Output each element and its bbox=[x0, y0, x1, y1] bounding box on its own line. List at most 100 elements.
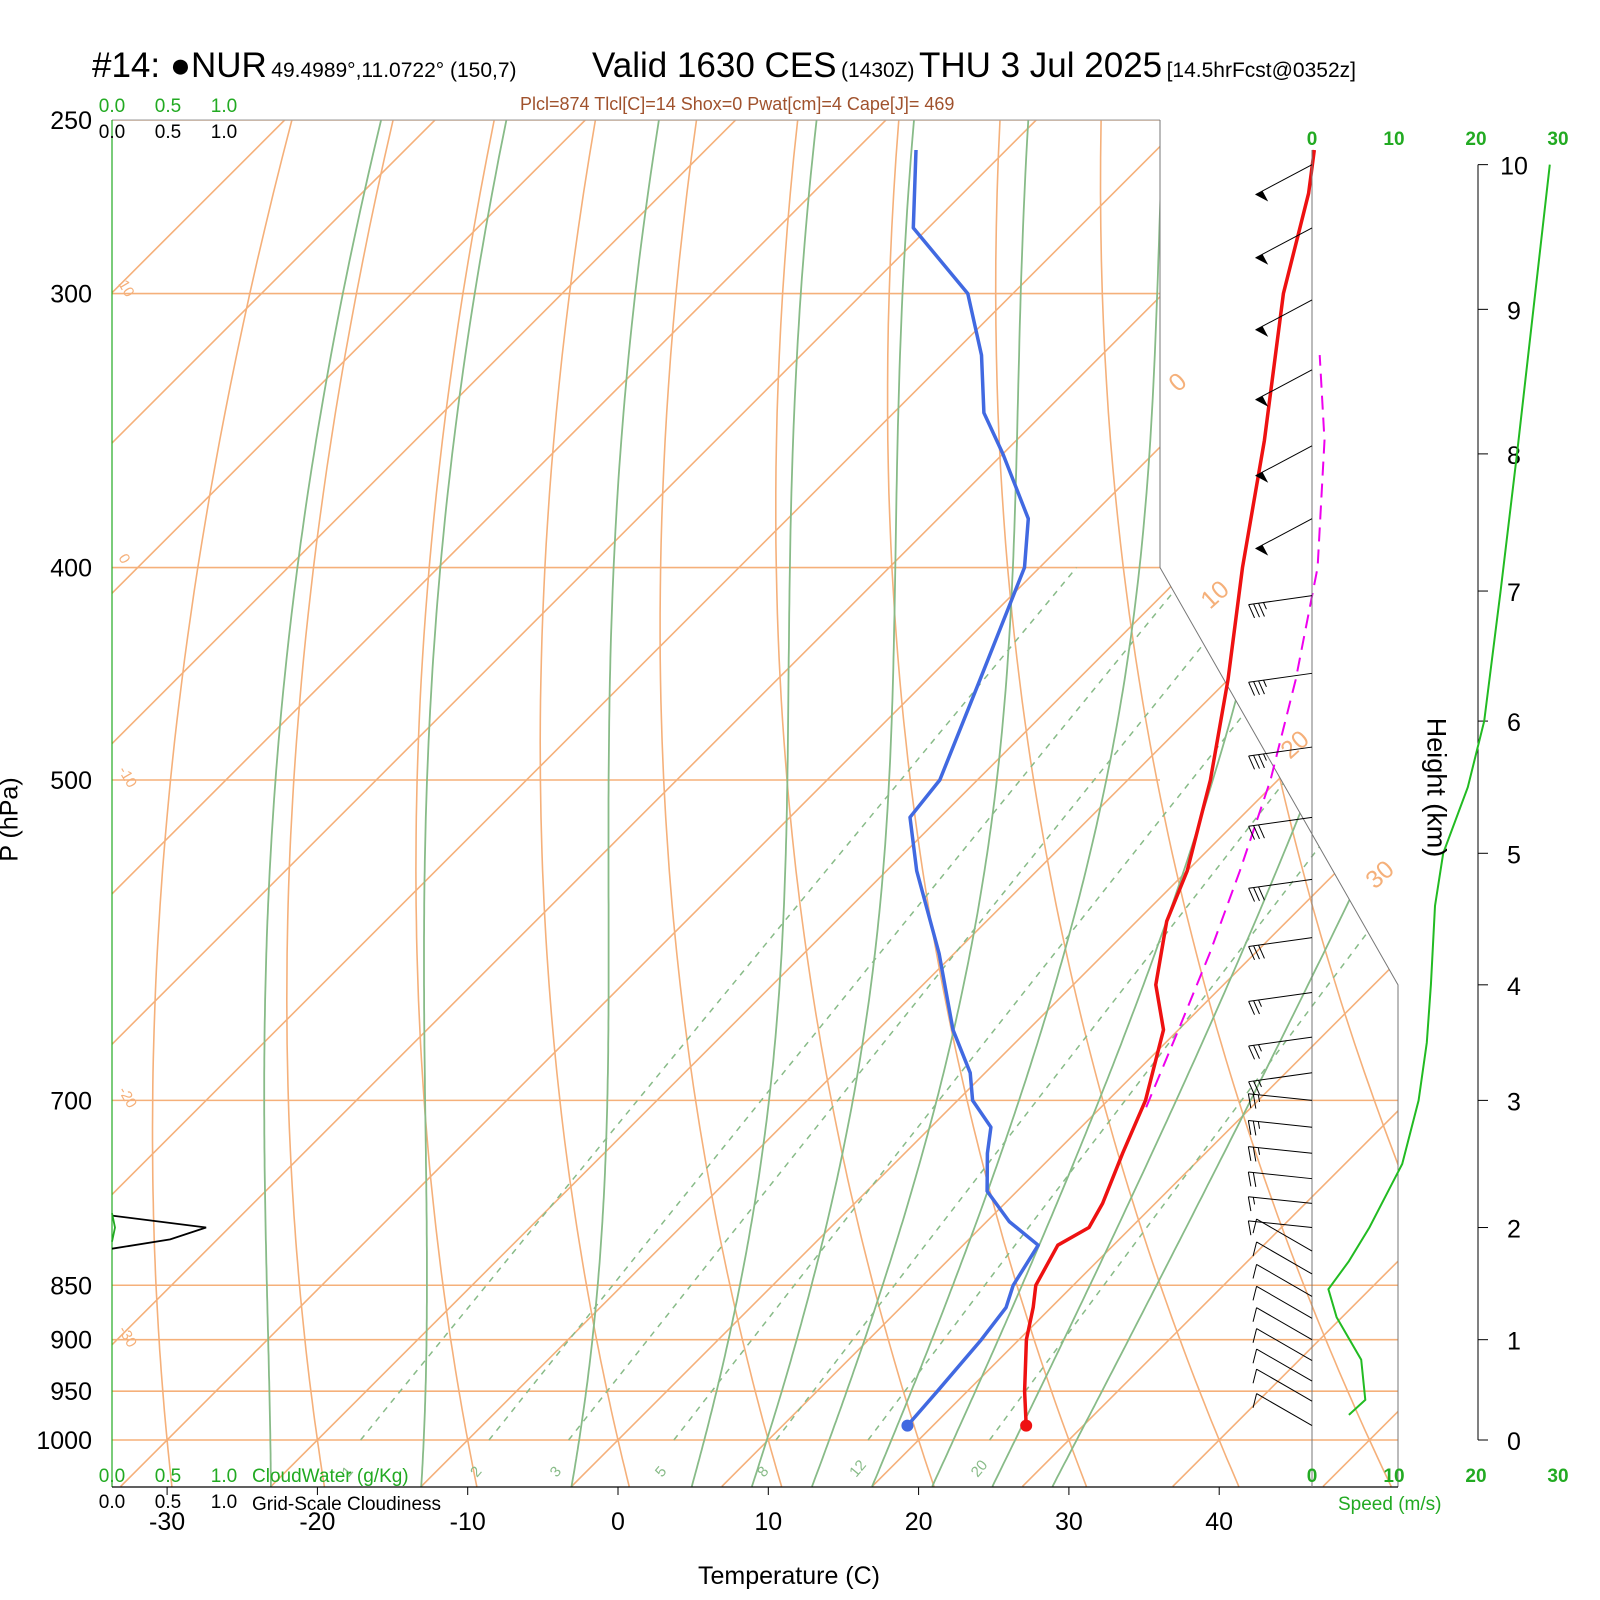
wind-barb-flag bbox=[1247, 1196, 1252, 1212]
station-label: #14: ●NUR bbox=[92, 46, 267, 85]
wind-barb-staff bbox=[1256, 1368, 1313, 1402]
cloudwater-bottom-tick: 0.5 bbox=[155, 1466, 181, 1487]
pressure-label: 700 bbox=[50, 1087, 92, 1115]
moist-adiabat-line bbox=[991, 120, 1398, 1487]
wind-barb-staff bbox=[1248, 1171, 1313, 1180]
isotherm-line bbox=[112, 120, 737, 1487]
moist-adiabat-line bbox=[263, 120, 382, 1487]
wind-barb-flag bbox=[1252, 1328, 1258, 1343]
mixing-ratio-line bbox=[360, 567, 1078, 1441]
zulu-label: (1430Z) bbox=[840, 59, 915, 82]
wind-barb bbox=[1248, 1036, 1313, 1060]
valid-line: Valid 1630 CES (1430Z) THU 3 Jul 2025 [1… bbox=[592, 46, 1356, 86]
wind-barb-flag bbox=[1252, 1120, 1257, 1136]
wind-barb bbox=[1255, 299, 1313, 337]
mixing-ratio-label: 5 bbox=[652, 1463, 670, 1480]
pressure-label: 850 bbox=[50, 1272, 92, 1300]
wind-barb-flag bbox=[1247, 1146, 1252, 1162]
isotherm-line bbox=[112, 120, 1338, 1487]
dry-adiabat-line bbox=[1201, 120, 1398, 1487]
x-axis-label: Temperature (C) bbox=[698, 1562, 880, 1590]
wind-barb-flag bbox=[1253, 755, 1260, 769]
isotherm-diag-label: 20 bbox=[1275, 725, 1314, 764]
wind-barb-flag bbox=[1258, 680, 1265, 695]
wind-barb-staff bbox=[1256, 1348, 1313, 1382]
wind-barb-flag bbox=[1247, 1171, 1252, 1187]
height-tick-label: 1 bbox=[1507, 1328, 1521, 1356]
cloudwater-top-tick: 0.5 bbox=[155, 96, 181, 117]
mixing-ratio-label: 20 bbox=[968, 1457, 992, 1481]
isotherm-diag-label: 30 bbox=[1360, 855, 1399, 894]
cloudwater-top-tick: 0.0 bbox=[99, 96, 125, 117]
wind-barb-staff bbox=[1248, 991, 1313, 1002]
wind-barb-staff bbox=[1256, 1263, 1313, 1297]
dry-adiabat-line bbox=[285, 120, 394, 1487]
wind-barb-pennant bbox=[1255, 544, 1269, 556]
speed-bottom-tick: 30 bbox=[1547, 1466, 1568, 1487]
date-label: THU 3 Jul 2025 bbox=[918, 46, 1163, 85]
cloudiness-bottom-tick: 0.0 bbox=[99, 1492, 125, 1513]
cloudiness-bottom-tick: 0.5 bbox=[155, 1492, 181, 1513]
wind-barb-flag bbox=[1248, 946, 1255, 961]
wind-barb-half bbox=[1258, 1044, 1262, 1052]
wind-barb bbox=[1252, 1348, 1313, 1382]
dry-adiabat-line bbox=[994, 120, 1240, 1487]
wind-barb-flag bbox=[1252, 1369, 1258, 1384]
wind-barb-staff bbox=[1255, 518, 1313, 550]
wind-barb-flag bbox=[1248, 1001, 1255, 1015]
height-tick-label: 3 bbox=[1507, 1088, 1521, 1116]
height-tick-label: 9 bbox=[1507, 297, 1521, 325]
wind-barb-flag bbox=[1248, 604, 1255, 619]
wind-barb-flag bbox=[1253, 1080, 1260, 1095]
height-tick-label: 7 bbox=[1507, 579, 1521, 607]
wind-barb-staff bbox=[1255, 227, 1313, 259]
isotherm-line bbox=[570, 120, 1398, 1487]
cloudiness-top-tick: 1.0 bbox=[211, 122, 237, 143]
height-tick-label: 6 bbox=[1507, 709, 1521, 737]
wind-barb-flag bbox=[1252, 1393, 1258, 1408]
wind-barb-staff bbox=[1248, 672, 1313, 683]
mixing-ratio-label: 3 bbox=[547, 1463, 565, 1480]
wind-barb-staff bbox=[1248, 816, 1313, 827]
y-axis-label: P (hPa) bbox=[0, 777, 24, 861]
wind-barb bbox=[1252, 1328, 1313, 1362]
mixing-ratio-line bbox=[867, 567, 1398, 1441]
wind-barb bbox=[1255, 164, 1313, 202]
speed-profile-line bbox=[1327, 164, 1551, 1416]
title-line: #14: ●NUR 49.4989°,11.0722° (150,7) bbox=[92, 46, 517, 86]
coords-label: 49.4989°,11.0722° (150,7) bbox=[271, 59, 517, 82]
height-tick-label: 0 bbox=[1507, 1428, 1521, 1456]
wind-barb-flag bbox=[1247, 1093, 1252, 1109]
isotherm-line bbox=[112, 120, 1037, 1487]
cloudwater-bottom-tick: 0.0 bbox=[99, 1466, 125, 1487]
wind-barb-pennant bbox=[1255, 472, 1269, 483]
wind-barb-flag bbox=[1248, 755, 1255, 770]
mixing-ratio-label: 8 bbox=[754, 1463, 772, 1480]
wind-barb-flag bbox=[1253, 887, 1260, 902]
wind-barb-staff bbox=[1248, 595, 1313, 606]
wind-barb bbox=[1248, 672, 1313, 696]
x-tick-label: -30 bbox=[149, 1508, 185, 1536]
wind-barb-flag bbox=[1252, 1172, 1257, 1187]
wind-barb bbox=[1248, 991, 1313, 1015]
isotherm-line bbox=[871, 120, 1398, 1487]
wind-barb-flag bbox=[1253, 825, 1260, 840]
speed-legend: Speed (m/s) bbox=[1338, 1494, 1442, 1515]
isotherm-line bbox=[721, 120, 1398, 1487]
cloudwater-line bbox=[111, 1212, 116, 1242]
height-tick-label: 10 bbox=[1500, 153, 1528, 181]
wind-barb bbox=[1247, 1196, 1313, 1212]
cloudwater-top-tick: 1.0 bbox=[211, 96, 237, 117]
cloudiness-top-tick: 0.0 bbox=[99, 122, 125, 143]
wind-barb bbox=[1252, 1241, 1313, 1275]
wind-barb-staff bbox=[1255, 299, 1313, 331]
pressure-label: 300 bbox=[50, 281, 92, 309]
wind-barb-staff bbox=[1255, 164, 1313, 196]
wind-barb bbox=[1252, 1368, 1313, 1402]
mixing-ratio-line bbox=[673, 567, 1362, 1441]
dry-adiabat-line bbox=[151, 120, 293, 1487]
wind-barb bbox=[1248, 1072, 1313, 1096]
moist-adiabat-line bbox=[871, 120, 1165, 1487]
wind-barb-staff bbox=[1255, 369, 1313, 401]
dry-adiabat-line bbox=[886, 120, 1088, 1487]
